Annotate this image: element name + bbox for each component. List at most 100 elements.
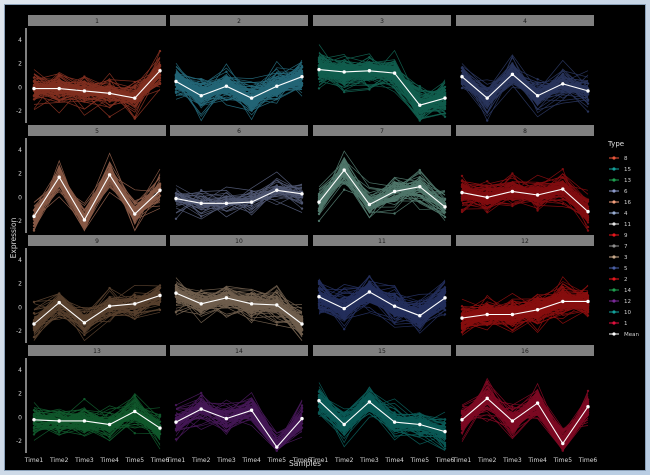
panel-1: 1 -2 0 2 4 <box>16 15 166 123</box>
profile-point <box>586 310 590 313</box>
profile-line <box>33 398 161 446</box>
mean-point <box>107 304 112 308</box>
profile-line <box>175 181 303 212</box>
profile-point <box>536 209 539 212</box>
profile-lines <box>317 382 447 451</box>
profile-point <box>317 73 321 77</box>
profile-point <box>368 195 371 198</box>
x-tick-label: Time6 <box>292 457 312 464</box>
profile-line <box>175 71 303 115</box>
profile-line <box>33 416 161 431</box>
panel-strip-label: 3 <box>380 18 384 25</box>
profile-point <box>174 311 178 314</box>
mean-point <box>535 193 540 197</box>
mean-point <box>174 420 178 424</box>
mean-point <box>561 187 565 191</box>
profile-point <box>486 303 489 306</box>
mean-point <box>224 296 229 300</box>
panel-strip-label: 13 <box>93 348 101 355</box>
profile-point <box>58 410 61 413</box>
legend-label: 2 <box>624 277 628 283</box>
profile-point <box>343 431 346 434</box>
profile-point <box>83 310 86 314</box>
legend-swatch-dot <box>612 244 616 248</box>
profile-line <box>175 190 303 203</box>
profile-line <box>461 394 589 447</box>
mean-line <box>461 73 589 99</box>
mean-point <box>510 72 515 77</box>
legend-swatch-dot <box>612 178 616 182</box>
profile-point <box>83 81 86 84</box>
profile-line <box>318 281 445 315</box>
profile-line <box>33 159 161 230</box>
profile-line <box>175 191 303 206</box>
profile-point <box>83 330 86 334</box>
y-tick-label: 4 <box>18 147 22 154</box>
profile-point <box>418 304 421 308</box>
profile-point <box>32 433 36 436</box>
profile-point <box>393 295 396 298</box>
profile-point <box>511 70 514 73</box>
y-tick-label: 4 <box>18 367 22 374</box>
profile-point <box>58 95 61 99</box>
profile-line <box>175 62 303 103</box>
profile-point <box>418 428 421 431</box>
y-tick-label: 0 <box>18 194 22 201</box>
profile-point <box>343 318 346 321</box>
mean-point <box>443 429 447 434</box>
mean-point <box>249 200 254 204</box>
mean-point <box>133 302 137 306</box>
x-tick-label: Time3 <box>359 457 379 464</box>
legend-swatch-dot <box>612 288 616 292</box>
legend-label: 5 <box>624 266 628 272</box>
y-tick-label: -2 <box>16 218 22 225</box>
panel-2: 2 <box>170 15 308 122</box>
mean-point <box>443 96 447 100</box>
profile-line <box>33 167 161 222</box>
profile-line <box>318 54 446 109</box>
profile-line <box>461 175 589 213</box>
profile-line <box>175 397 303 439</box>
profile-line <box>461 187 589 212</box>
profile-point <box>486 380 489 384</box>
mean-point <box>317 399 321 403</box>
legend-swatch-dot <box>612 255 616 259</box>
profile-line <box>33 66 161 98</box>
profile-line <box>318 400 446 432</box>
mean-point <box>460 190 464 195</box>
mean-point <box>199 407 203 411</box>
profile-line <box>461 56 589 110</box>
panel-strip-label: 10 <box>235 238 243 245</box>
profile-point <box>343 90 346 94</box>
profile-line <box>318 178 446 219</box>
profile-point <box>250 309 253 313</box>
profile-point <box>200 391 203 395</box>
profile-point <box>317 412 321 415</box>
profile-point <box>368 405 371 408</box>
legend-label: 12 <box>624 299 631 305</box>
profile-point <box>174 217 178 220</box>
mean-point <box>133 212 137 216</box>
profile-point <box>418 413 421 416</box>
mean-line <box>175 292 303 325</box>
mean-point <box>107 173 112 177</box>
profile-point <box>443 115 447 119</box>
profile-lines <box>32 49 162 120</box>
profile-point <box>108 89 111 92</box>
legend-item: Mean <box>609 332 639 338</box>
mean-point <box>249 96 254 100</box>
profile-line <box>318 389 446 438</box>
mean-point <box>418 422 422 427</box>
profile-point <box>511 204 514 208</box>
profile-point <box>158 414 162 417</box>
mean-line <box>461 397 589 445</box>
profile-point <box>561 181 564 184</box>
legend-label: 4 <box>624 211 628 217</box>
legend-item: 2 <box>609 277 628 283</box>
mean-point <box>392 189 397 194</box>
profile-point <box>58 312 61 315</box>
panel-6: 6 <box>170 125 308 220</box>
mean-point <box>82 89 87 93</box>
profile-point <box>460 86 464 90</box>
mean-point <box>342 306 346 311</box>
